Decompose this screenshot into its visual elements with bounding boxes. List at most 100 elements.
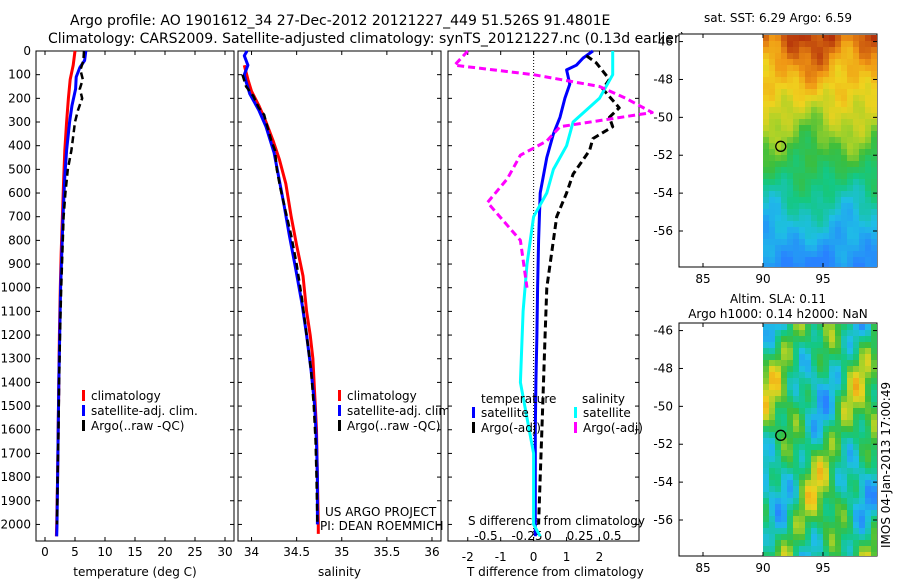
- heatmap-cell: [799, 125, 806, 132]
- heatmap-cell: [787, 263, 794, 267]
- heatmap-cell: [853, 197, 860, 204]
- heatmap-cell: [799, 366, 806, 373]
- heatmap-cell: [871, 438, 877, 445]
- heatmap-cell: [841, 516, 848, 523]
- heatmap-cell: [763, 191, 770, 198]
- heatmap-cell: [823, 420, 830, 427]
- heatmap-cell: [793, 414, 800, 421]
- heatmap-cell: [817, 197, 824, 204]
- heatmap-cell: [853, 546, 860, 553]
- heatmap-cell: [775, 83, 782, 90]
- heatmap-cell: [769, 41, 776, 48]
- heatmap-cell: [781, 227, 788, 234]
- heatmap-cell: [853, 137, 860, 144]
- heatmap-cell: [793, 155, 800, 162]
- heatmap-cell: [865, 143, 872, 150]
- heatmap-cell: [841, 498, 848, 505]
- heatmap-cell: [829, 444, 836, 451]
- heatmap-cell: [787, 167, 794, 174]
- heatmap-cell: [799, 35, 806, 42]
- heatmap-cell: [859, 137, 866, 144]
- heatmap-cell: [853, 420, 860, 427]
- x-tick-label: 1: [563, 550, 571, 564]
- heatmap-cell: [775, 101, 782, 108]
- heatmap-cell: [829, 516, 836, 523]
- heatmap-cell: [787, 113, 794, 120]
- heatmap-cell: [823, 540, 830, 547]
- heatmap-cell: [811, 546, 818, 553]
- heatmap-cell: [847, 125, 854, 132]
- heatmap-cell: [787, 486, 794, 493]
- heatmap-cell: [865, 41, 872, 48]
- depth-tick-label: 300: [8, 115, 31, 129]
- heatmap-cell: [811, 432, 818, 439]
- heatmap-cell: [793, 239, 800, 246]
- heatmap-cell: [859, 408, 866, 415]
- heatmap-cell: [853, 390, 860, 397]
- heatmap-cell: [811, 125, 818, 132]
- heatmap-cell: [847, 354, 854, 361]
- heatmap-cell: [781, 522, 788, 529]
- heatmap-cell: [841, 432, 848, 439]
- heatmap-cell: [787, 522, 794, 529]
- heatmap-cell: [793, 330, 800, 337]
- heatmap-cell: [835, 71, 842, 78]
- heatmap-cell: [787, 492, 794, 499]
- heatmap-cell: [835, 113, 842, 120]
- heatmap-cell: [805, 420, 812, 427]
- heatmap-cell: [775, 348, 782, 355]
- heatmap-cell: [853, 155, 860, 162]
- heatmap-cell: [841, 534, 848, 541]
- heatmap-cell: [841, 179, 848, 186]
- heatmap-cell: [781, 161, 788, 168]
- heatmap-cell: [871, 444, 877, 451]
- heatmap-cell: [787, 336, 794, 343]
- heatmap-cell: [769, 95, 776, 102]
- heatmap-cell: [853, 203, 860, 210]
- heatmap-cell: [763, 366, 770, 373]
- heatmap-cell: [859, 245, 866, 252]
- heatmap-cell: [841, 233, 848, 240]
- heatmap-cell: [853, 444, 860, 451]
- heatmap-cell: [787, 47, 794, 54]
- heatmap-cell: [865, 149, 872, 156]
- heatmap-cell: [859, 396, 866, 403]
- heatmap-cell: [841, 221, 848, 228]
- heatmap-cell: [799, 390, 806, 397]
- heatmap-cell: [841, 137, 848, 144]
- heatmap-cell: [787, 384, 794, 391]
- heatmap-cell: [769, 360, 776, 367]
- heatmap-cell: [817, 444, 824, 451]
- heatmap-cell: [847, 522, 854, 529]
- heatmap-cell: [775, 113, 782, 120]
- heatmap-cell: [769, 215, 776, 222]
- heatmap-cell: [829, 125, 836, 132]
- heatmap-cell: [817, 534, 824, 541]
- heatmap-cell: [781, 185, 788, 192]
- depth-tick-label: 1800: [0, 470, 31, 484]
- heatmap-cell: [865, 215, 872, 222]
- heatmap-cell: [847, 324, 854, 331]
- heatmap-cell: [853, 366, 860, 373]
- heatmap-cell: [793, 516, 800, 523]
- x-tick-label: 2: [596, 550, 604, 564]
- heatmap-cell: [769, 402, 776, 409]
- heatmap-cell: [865, 342, 872, 349]
- heatmap-cell: [811, 486, 818, 493]
- heatmap-cell: [799, 263, 806, 267]
- heatmap-cell: [871, 534, 877, 541]
- heatmap-cell: [775, 41, 782, 48]
- heatmap-cell: [835, 480, 842, 487]
- heatmap-cell: [769, 131, 776, 138]
- heatmap-cell: [823, 71, 830, 78]
- lon-tick-label: 90: [755, 561, 770, 575]
- heatmap-cell: [865, 510, 872, 517]
- heatmap-cell: [811, 492, 818, 499]
- heatmap-cell: [847, 155, 854, 162]
- heatmap-cell: [847, 59, 854, 66]
- heatmap-cell: [853, 450, 860, 457]
- heatmap-cell: [763, 71, 770, 78]
- heatmap-cell: [793, 528, 800, 535]
- heatmap-cell: [775, 504, 782, 511]
- heatmap-cell: [787, 534, 794, 541]
